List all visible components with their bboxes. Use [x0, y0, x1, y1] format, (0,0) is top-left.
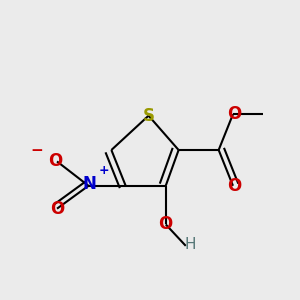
Text: N: N — [83, 175, 97, 193]
Text: O: O — [159, 215, 173, 233]
Text: S: S — [142, 107, 154, 125]
Text: +: + — [99, 164, 110, 176]
Text: H: H — [184, 237, 196, 252]
Text: O: O — [227, 105, 242, 123]
Text: O: O — [50, 200, 64, 218]
Text: O: O — [227, 177, 242, 195]
Text: −: − — [31, 142, 44, 158]
Text: O: O — [49, 152, 63, 170]
